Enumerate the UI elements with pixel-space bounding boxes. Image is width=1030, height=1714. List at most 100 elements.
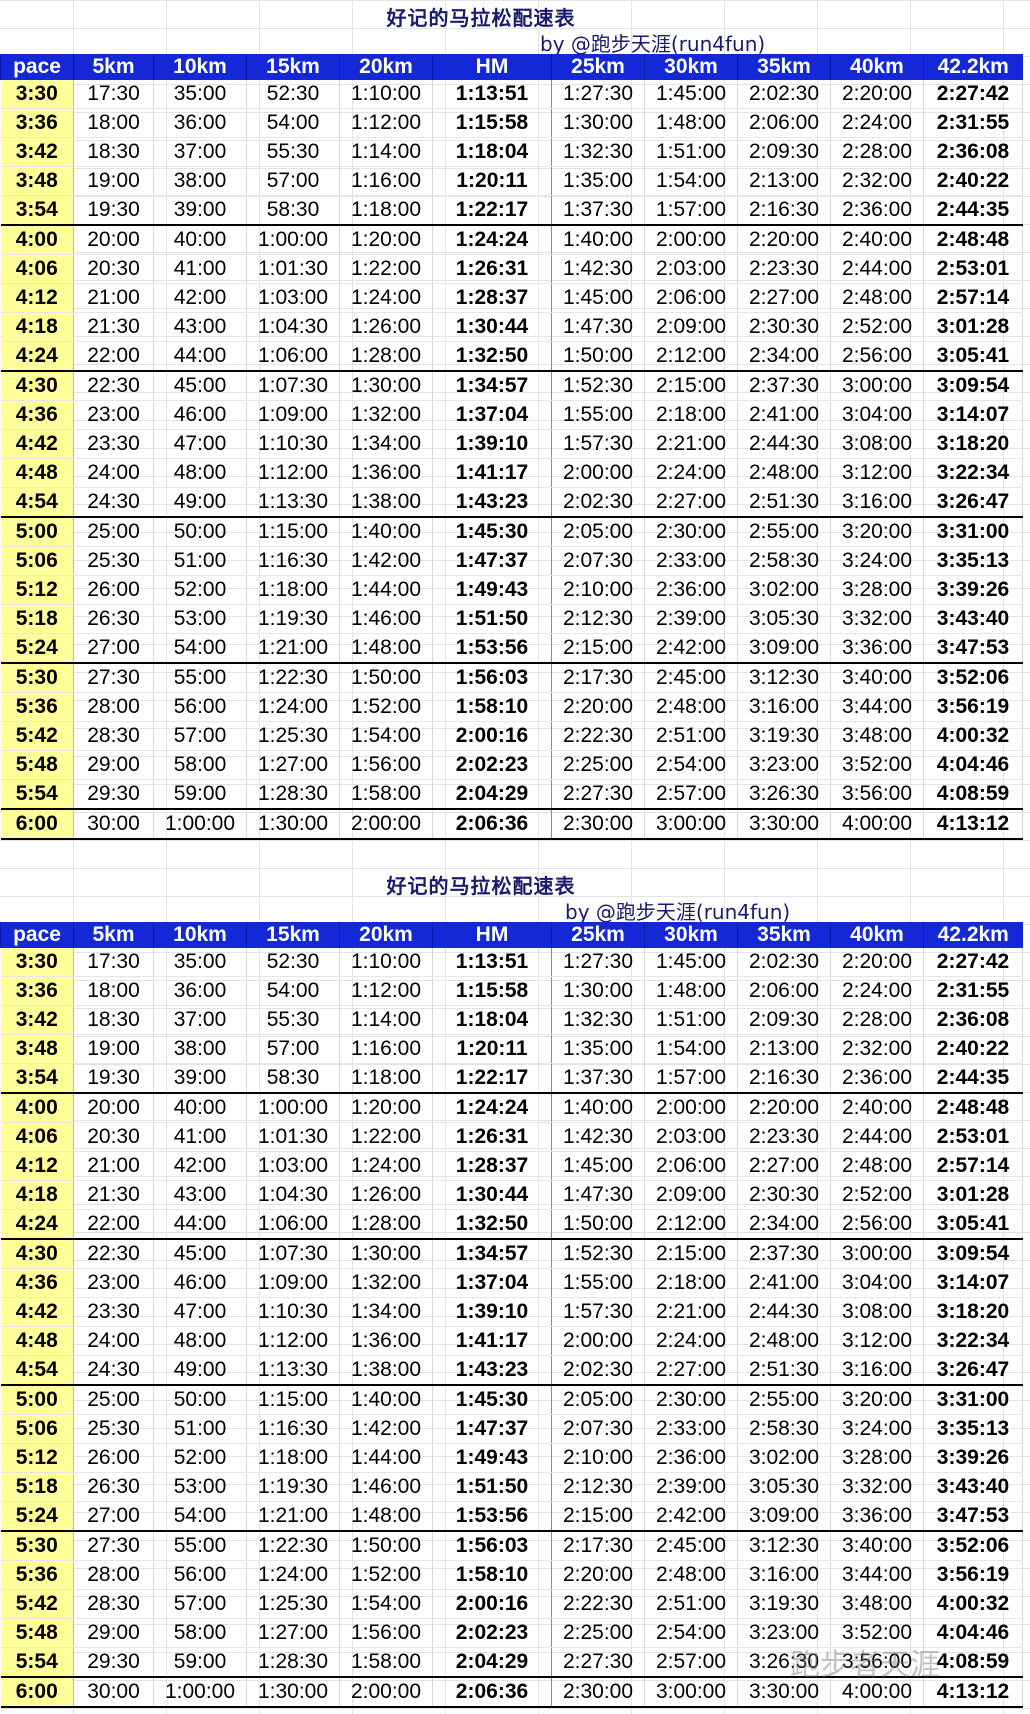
split-time-cell: 25:30 [73,1414,154,1444]
split-time-cell: 1:37:30 [551,195,645,226]
split-time-cell: 3:12:00 [830,458,924,488]
split-time-cell: 29:30 [73,779,154,810]
split-time-cell: 2:22:30 [551,1589,645,1619]
split-time-cell: 2:06:36 [432,1676,552,1708]
pace-cell: 3:48 [0,1034,74,1064]
split-time-cell: 1:45:30 [432,516,552,547]
split-time-cell: 1:47:30 [551,312,645,342]
column-header: 5km [73,922,154,948]
split-time-cell: 1:12:00 [339,976,433,1006]
split-time-cell: 1:18:04 [432,137,552,167]
split-time-cell: 23:00 [73,1268,154,1298]
split-time-cell: 22:30 [73,370,154,401]
page-title: 好记的马拉松配速表 [386,874,576,898]
split-time-cell: 39:00 [153,195,247,226]
split-time-cell: 1:57:00 [644,1063,738,1094]
split-time-cell: 1:13:30 [246,1355,340,1386]
split-time-cell: 2:44:30 [737,1297,831,1327]
split-time-cell: 3:52:00 [830,750,924,780]
split-time-cell: 1:00:00 [246,1092,340,1123]
split-time-cell: 1:07:30 [246,1238,340,1269]
split-time-cell: 27:30 [73,1530,154,1561]
split-time-cell: 2:57:00 [644,779,738,810]
split-time-cell: 1:32:30 [551,137,645,167]
table-row: 5:12 26:00 52:00 1:18:00 1:44:00 1:49:43 2:10:… [0,575,1023,605]
split-time-cell: 2:17:30 [551,662,645,693]
split-time-cell: 2:20:00 [551,692,645,722]
split-time-cell: 2:00:00 [551,1326,645,1356]
split-time-cell: 2:18:00 [644,1268,738,1298]
split-time-cell: 54:00 [246,108,340,138]
split-time-cell: 24:00 [73,1326,154,1356]
column-header: 20km [339,54,433,80]
split-time-cell: 1:28:00 [339,341,433,372]
split-time-cell: 30:00 [73,1676,154,1708]
split-time-cell: 1:34:00 [339,429,433,459]
split-time-cell: 38:00 [153,166,247,196]
column-header: 15km [246,922,340,948]
split-time-cell: 2:21:00 [644,429,738,459]
split-time-cell: 1:46:00 [339,604,433,634]
split-time-cell: 1:56:00 [339,750,433,780]
split-time-cell: 2:02:30 [737,80,831,109]
split-time-cell: 3:00:00 [644,808,738,840]
table-row: 4:06 20:30 41:00 1:01:30 1:22:00 1:26:31 1:42:… [0,254,1023,284]
split-time-cell: 2:52:00 [830,1180,924,1210]
split-time-cell: 4:00:32 [923,1589,1023,1619]
table-row: 4:24 22:00 44:00 1:06:00 1:28:00 1:32:50 1:50:… [0,341,1023,372]
split-time-cell: 1:25:30 [246,1589,340,1619]
split-time-cell: 3:19:30 [737,721,831,751]
split-time-cell: 3:23:00 [737,750,831,780]
split-time-cell: 21:00 [73,283,154,313]
table-row: 5:24 27:00 54:00 1:21:00 1:48:00 1:53:56 2:15:… [0,633,1023,664]
split-time-cell: 3:52:00 [830,1618,924,1648]
split-time-cell: 3:47:53 [923,1501,1023,1532]
table-row: 5:42 28:30 57:00 1:25:30 1:54:00 2:00:16 2:22:… [0,1589,1023,1619]
split-time-cell: 2:10:00 [551,575,645,605]
split-time-cell: 3:00:00 [830,1238,924,1269]
pace-cell: 4:36 [0,400,74,430]
table-row: 5:54 29:30 59:00 1:28:30 1:58:00 2:04:29 2:27:… [0,779,1023,810]
split-time-cell: 2:30:00 [551,1676,645,1708]
split-time-cell: 1:20:11 [432,1034,552,1064]
split-time-cell: 3:09:54 [923,370,1023,401]
split-time-cell: 1:28:30 [246,1647,340,1678]
split-time-cell: 2:10:00 [551,1443,645,1473]
split-time-cell: 54:00 [153,1501,247,1532]
split-time-cell: 1:43:23 [432,487,552,518]
split-time-cell: 1:36:00 [339,458,433,488]
table-row: 5:06 25:30 51:00 1:16:30 1:42:00 1:47:37 2:07:… [0,1414,1023,1444]
split-time-cell: 1:32:30 [551,1005,645,1035]
split-time-cell: 1:15:00 [246,516,340,547]
split-time-cell: 3:18:20 [923,429,1023,459]
table-row: 5:24 27:00 54:00 1:21:00 1:48:00 1:53:56 2:15:… [0,1501,1023,1532]
split-time-cell: 1:10:00 [339,948,433,977]
pace-cell: 4:36 [0,1268,74,1298]
split-time-cell: 1:51:50 [432,1472,552,1502]
split-time-cell: 2:48:00 [830,283,924,313]
split-time-cell: 1:52:00 [339,692,433,722]
table-row: 4:24 22:00 44:00 1:06:00 1:28:00 1:32:50 1:50:… [0,1209,1023,1240]
split-time-cell: 3:24:00 [830,546,924,576]
split-time-cell: 1:52:00 [339,1560,433,1590]
split-time-cell: 4:00:00 [830,1676,924,1708]
split-time-cell: 3:48:00 [830,1589,924,1619]
split-time-cell: 4:00:00 [830,808,924,840]
pace-cell: 5:36 [0,692,74,722]
split-time-cell: 2:24:00 [644,1326,738,1356]
split-time-cell: 1:32:50 [432,341,552,372]
split-time-cell: 2:42:00 [644,1501,738,1532]
split-time-cell: 3:48:00 [830,721,924,751]
column-header: 42.2km [923,54,1023,80]
pace-cell: 5:18 [0,1472,74,1502]
split-time-cell: 3:02:00 [737,575,831,605]
split-time-cell: 47:00 [153,429,247,459]
split-time-cell: 2:30:30 [737,1180,831,1210]
split-time-cell: 40:00 [153,224,247,255]
split-time-cell: 47:00 [153,1297,247,1327]
column-header: 35km [737,54,831,80]
split-time-cell: 28:30 [73,1589,154,1619]
split-time-cell: 1:58:00 [339,779,433,810]
table-row: 5:48 29:00 58:00 1:27:00 1:56:00 2:02:23 2:25:… [0,1618,1023,1648]
split-time-cell: 3:26:47 [923,1355,1023,1386]
